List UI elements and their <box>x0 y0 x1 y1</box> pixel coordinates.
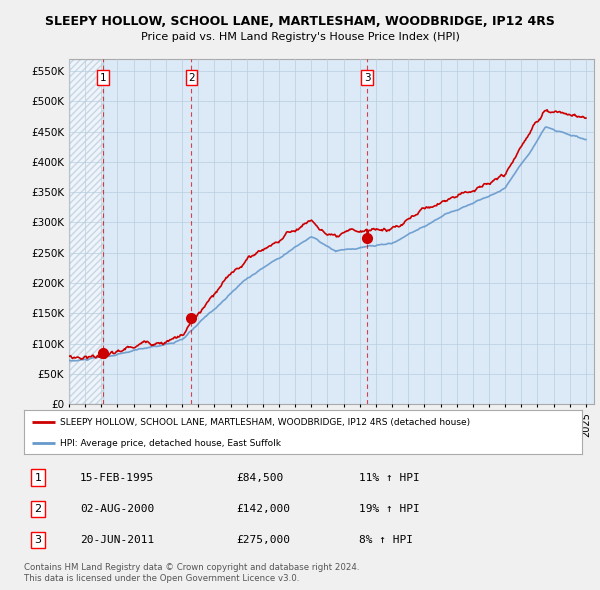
Text: SLEEPY HOLLOW, SCHOOL LANE, MARTLESHAM, WOODBRIDGE, IP12 4RS: SLEEPY HOLLOW, SCHOOL LANE, MARTLESHAM, … <box>45 15 555 28</box>
Text: £142,000: £142,000 <box>236 504 290 514</box>
Text: £275,000: £275,000 <box>236 535 290 545</box>
Text: 20-JUN-2011: 20-JUN-2011 <box>80 535 154 545</box>
Text: 2: 2 <box>188 73 195 83</box>
Text: £84,500: £84,500 <box>236 473 283 483</box>
Text: 1: 1 <box>100 73 107 83</box>
Text: HPI: Average price, detached house, East Suffolk: HPI: Average price, detached house, East… <box>60 439 281 448</box>
Text: 19% ↑ HPI: 19% ↑ HPI <box>359 504 419 514</box>
Bar <box>69 59 103 404</box>
Text: Contains HM Land Registry data © Crown copyright and database right 2024.
This d: Contains HM Land Registry data © Crown c… <box>24 563 359 583</box>
Text: 8% ↑ HPI: 8% ↑ HPI <box>359 535 413 545</box>
Text: 02-AUG-2000: 02-AUG-2000 <box>80 504 154 514</box>
Text: 1: 1 <box>34 473 41 483</box>
Text: Price paid vs. HM Land Registry's House Price Index (HPI): Price paid vs. HM Land Registry's House … <box>140 32 460 42</box>
Text: 11% ↑ HPI: 11% ↑ HPI <box>359 473 419 483</box>
Text: 2: 2 <box>34 504 41 514</box>
Text: SLEEPY HOLLOW, SCHOOL LANE, MARTLESHAM, WOODBRIDGE, IP12 4RS (detached house): SLEEPY HOLLOW, SCHOOL LANE, MARTLESHAM, … <box>60 418 470 427</box>
Text: 3: 3 <box>34 535 41 545</box>
Text: 15-FEB-1995: 15-FEB-1995 <box>80 473 154 483</box>
Text: 3: 3 <box>364 73 371 83</box>
